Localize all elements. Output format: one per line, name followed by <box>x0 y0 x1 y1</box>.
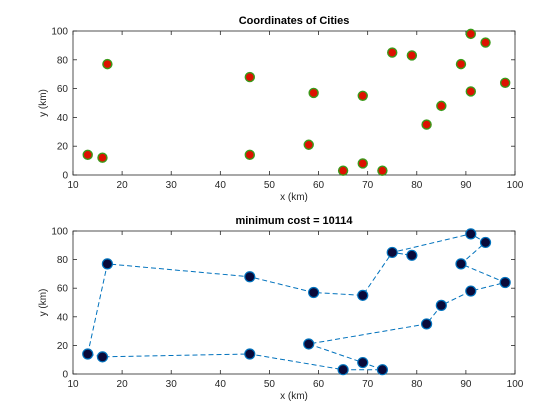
city-point <box>465 28 476 40</box>
city-point <box>303 139 314 150</box>
x-tick-label: 80 <box>411 379 423 390</box>
x-tick-label: 70 <box>362 180 374 191</box>
city-point <box>357 158 368 169</box>
x-axis-label: x (km) <box>280 391 308 402</box>
route-city-point <box>244 271 256 283</box>
x-tick-label: 60 <box>313 379 325 390</box>
x-tick-label: 20 <box>117 379 129 390</box>
route-city-point <box>435 299 447 311</box>
x-tick-label: 80 <box>411 180 423 191</box>
city-point <box>102 58 113 70</box>
route-city-point <box>455 258 467 270</box>
city-point <box>387 47 398 58</box>
x-tick-label: 10 <box>67 180 79 191</box>
y-tick-label: 80 <box>57 255 69 266</box>
route-city-point <box>499 276 511 289</box>
x-tick-label: 60 <box>313 180 325 191</box>
city-point <box>465 86 476 97</box>
x-axis-label: x (km) <box>280 192 308 203</box>
chart-title: Coordinates of Cities <box>239 15 350 27</box>
city-point <box>499 77 511 89</box>
route-city-point <box>465 285 477 297</box>
route-city-point <box>96 351 109 363</box>
city-point <box>406 50 418 61</box>
city-point <box>244 71 256 83</box>
y-tick-label: 60 <box>57 284 69 295</box>
city-point <box>480 37 491 48</box>
plot-2: 10 20 30 40 50 60 70 80 90 100 0 20 40 60 80 100 minimum… <box>38 215 524 402</box>
route-city-point <box>303 338 315 350</box>
city-point <box>436 100 447 112</box>
route-city-point <box>465 228 477 240</box>
city-point <box>308 87 319 99</box>
route-city-point <box>376 364 388 376</box>
x-tick-label: 70 <box>362 379 374 390</box>
route-city-point <box>406 249 418 261</box>
x-tick-label: 50 <box>264 379 276 390</box>
y-tick-label: 20 <box>57 142 69 153</box>
x-tick-label: 30 <box>166 379 178 390</box>
y-tick-label: 100 <box>51 227 68 238</box>
route-line <box>87 233 507 371</box>
y-tick-label: 0 <box>62 370 68 381</box>
x-tick-label: 40 <box>215 379 227 390</box>
route-city-point <box>308 286 320 299</box>
chart-title: minimum cost = 10114 <box>235 215 353 227</box>
x-tick-label: 90 <box>460 379 472 390</box>
plot-1: 10 20 30 40 50 60 70 80 90 100 0 20 40 60 80 100 Coordin… <box>38 15 524 203</box>
axes-box <box>72 230 516 375</box>
y-tick-label: 20 <box>57 341 69 352</box>
city-point <box>377 165 388 176</box>
y-tick-label: 40 <box>57 312 69 323</box>
axes-box <box>72 30 516 176</box>
route-city-point <box>479 236 492 249</box>
route-city-point <box>357 289 369 301</box>
y-tick-label: 0 <box>62 171 68 182</box>
y-tick-label: 100 <box>51 27 68 38</box>
x-tick-label: 30 <box>166 180 178 191</box>
y-tick-label: 40 <box>57 113 69 124</box>
y-tick-label: 80 <box>57 55 69 66</box>
city-point <box>421 119 432 130</box>
route-city-point <box>357 356 369 369</box>
y-tick-label: 60 <box>57 84 69 95</box>
x-tick-label: 50 <box>264 180 276 191</box>
city-point <box>337 165 349 176</box>
city-point <box>82 149 93 161</box>
x-tick-label: 10 <box>67 379 79 390</box>
route-city-point <box>101 258 113 270</box>
x-tick-label: 90 <box>460 180 472 191</box>
route-city-point <box>244 348 256 360</box>
route-city-point <box>386 246 398 259</box>
x-tick-label: 40 <box>215 180 227 191</box>
city-point <box>357 90 368 102</box>
city-point <box>455 58 467 70</box>
x-tick-label: 100 <box>507 180 524 191</box>
x-tick-label: 20 <box>117 180 129 191</box>
y-axis-label: y (km) <box>38 289 49 317</box>
route-city-point <box>337 364 349 376</box>
y-axis-label: y (km) <box>38 89 49 117</box>
city-point <box>97 152 108 163</box>
x-tick-label: 100 <box>507 379 524 390</box>
city-point <box>244 149 256 161</box>
route-city-point <box>82 348 94 360</box>
route-city-point <box>421 318 433 330</box>
